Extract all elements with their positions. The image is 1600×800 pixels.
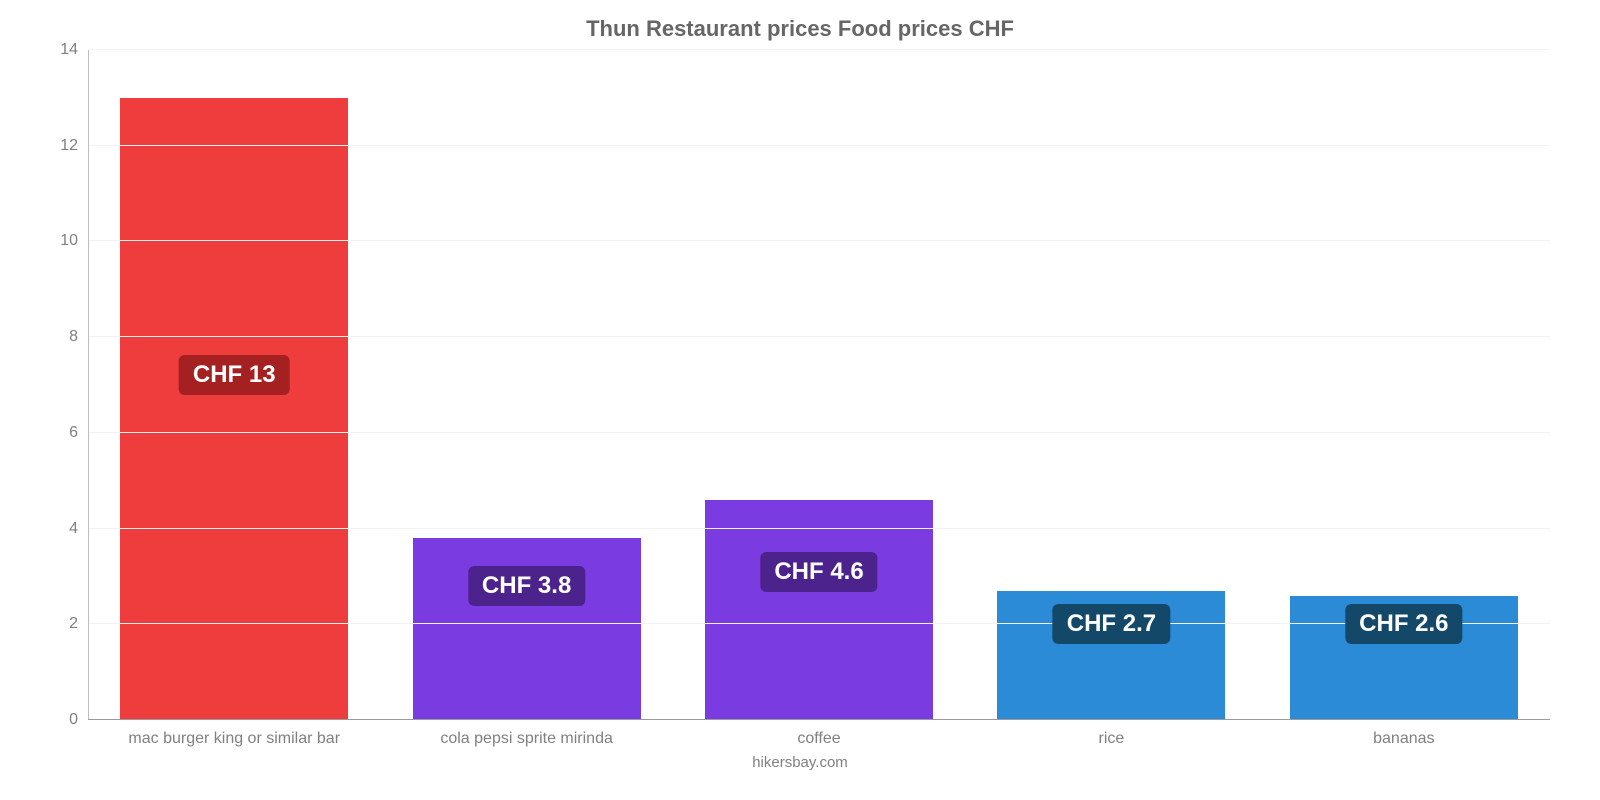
bar-slot: CHF 13 — [88, 50, 380, 720]
y-tick-label: 6 — [69, 424, 88, 442]
gridline — [88, 432, 1550, 433]
bar-slot: CHF 4.6 — [673, 50, 965, 720]
bar-slot: CHF 3.8 — [380, 50, 672, 720]
gridline — [88, 49, 1550, 50]
x-tick-label: cola pepsi sprite mirinda — [380, 730, 672, 748]
y-axis — [88, 50, 89, 720]
gridline — [88, 623, 1550, 624]
chart-title: Thun Restaurant prices Food prices CHF — [40, 16, 1560, 42]
bar-slot: CHF 2.6 — [1258, 50, 1550, 720]
bar — [120, 98, 348, 720]
attribution-text: hikersbay.com — [40, 754, 1560, 771]
x-tick-label: bananas — [1258, 730, 1550, 748]
gridline — [88, 528, 1550, 529]
bar-slot: CHF 2.7 — [965, 50, 1257, 720]
y-tick-label: 14 — [60, 41, 88, 59]
value-badge: CHF 2.7 — [1053, 604, 1170, 644]
bars-container: CHF 13 CHF 3.8 CHF 4.6 CHF 2.7 CHF 2.6 — [88, 50, 1550, 720]
x-tick-label: mac burger king or similar bar — [88, 730, 380, 748]
gridline — [88, 336, 1550, 337]
y-tick-label: 12 — [60, 137, 88, 155]
y-tick-label: 8 — [69, 328, 88, 346]
value-badge: CHF 4.6 — [760, 552, 877, 592]
y-tick-label: 10 — [60, 232, 88, 250]
plot-area: CHF 13CHF 3.8CHF 4.6CHF 2.7CHF 2.6 02468… — [88, 50, 1550, 720]
bar — [705, 500, 933, 720]
price-chart: Thun Restaurant prices Food prices CHF C… — [0, 0, 1600, 800]
x-axis — [88, 719, 1550, 720]
y-tick-label: 4 — [69, 520, 88, 538]
x-axis-labels: mac burger king or similar barcola pepsi… — [88, 730, 1550, 748]
gridline — [88, 240, 1550, 241]
x-tick-label: coffee — [673, 730, 965, 748]
y-tick-label: 2 — [69, 615, 88, 633]
value-badge: CHF 3.8 — [468, 566, 585, 606]
y-tick-label: 0 — [69, 711, 88, 729]
x-tick-label: rice — [965, 730, 1257, 748]
value-badge: CHF 13 — [179, 355, 290, 395]
value-badge: CHF 2.6 — [1345, 604, 1462, 644]
gridline — [88, 145, 1550, 146]
